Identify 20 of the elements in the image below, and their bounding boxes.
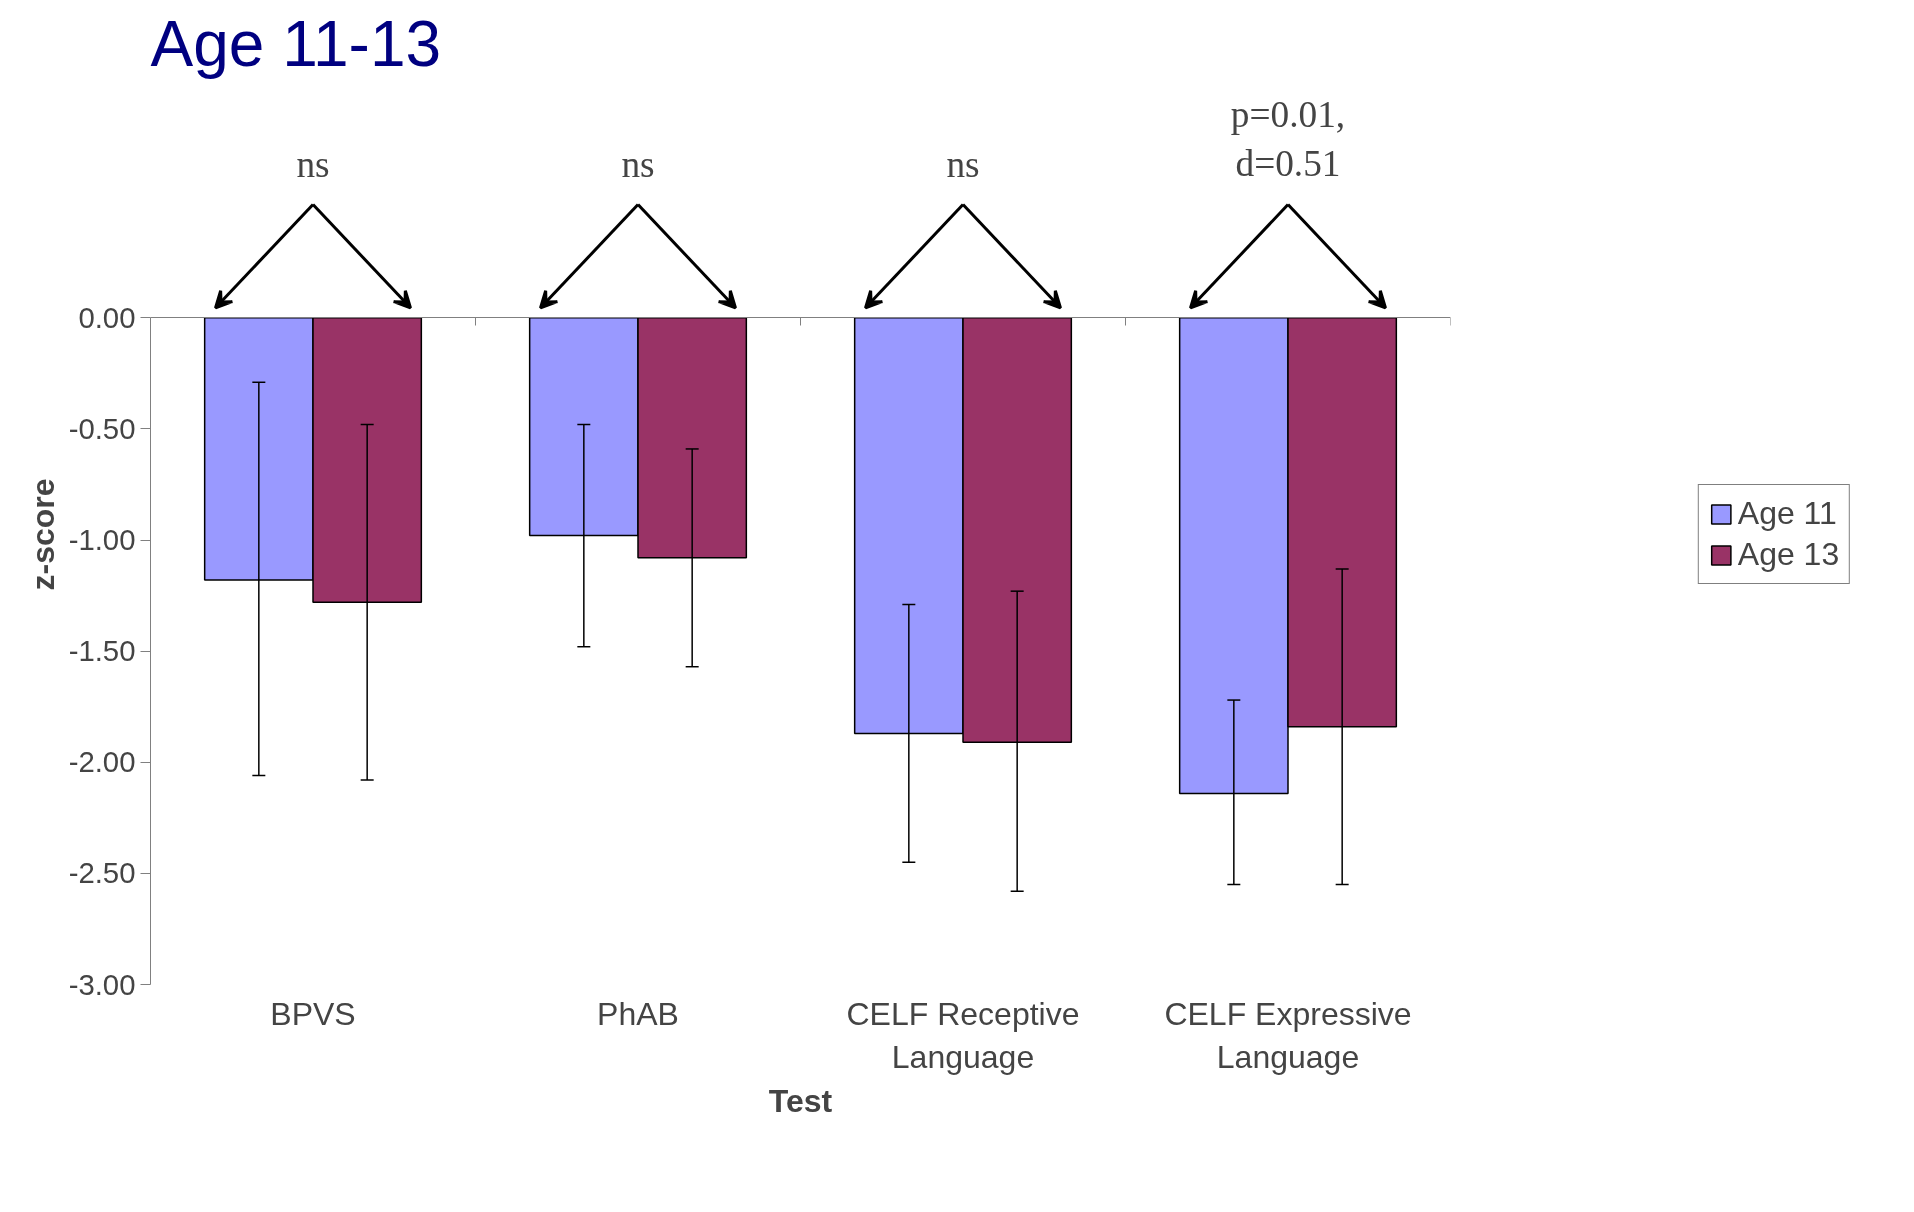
y-tick-label: -2.00 — [68, 745, 136, 779]
y-tick-label: -1.00 — [68, 523, 136, 557]
x-tick-label: CELF Expressive Language — [1164, 995, 1412, 1075]
text: p=0.01, d=0.51 — [1230, 94, 1346, 185]
legend-label: Age 11 — [1737, 495, 1837, 532]
x-tick-label: BPVS — [270, 995, 356, 1032]
y-tick-label: -1.50 — [68, 634, 136, 668]
text: ns — [296, 143, 330, 185]
x-tick-label: PhAB — [597, 995, 679, 1032]
text: ns — [946, 143, 980, 185]
y-tick-label: -2.50 — [68, 856, 136, 890]
y-tick-label: -0.50 — [68, 411, 136, 445]
text: ns — [621, 143, 655, 185]
legend-label: Age 13 — [1737, 536, 1840, 573]
x-axis-title: Test — [768, 1082, 833, 1119]
y-axis-title: z-score — [24, 478, 61, 591]
x-tick-label: CELF Receptive Language — [846, 995, 1080, 1075]
y-tick-label: -3.00 — [68, 967, 136, 1001]
chart-title: Age 11-13 — [150, 7, 442, 80]
y-tick-label: 0.00 — [78, 300, 136, 334]
